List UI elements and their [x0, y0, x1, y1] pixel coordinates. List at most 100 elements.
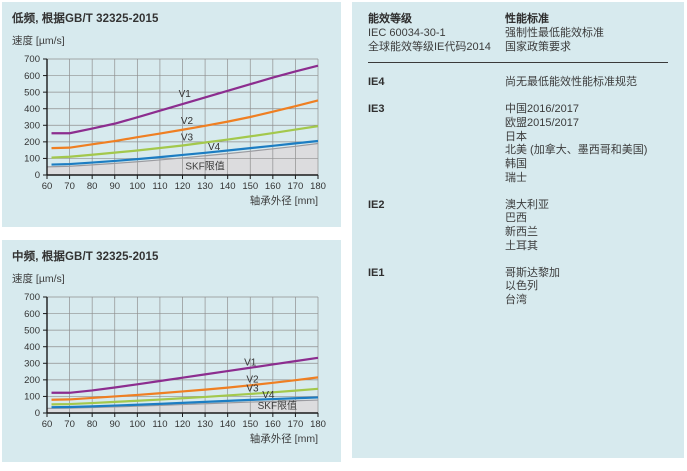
x-tick-label: 80: [87, 181, 98, 192]
x-tick-label: 90: [109, 181, 120, 192]
x-tick-label: 180: [310, 181, 326, 192]
efficiency-grade: IE4: [368, 76, 385, 89]
x-tick-label: 100: [129, 419, 145, 430]
y-tick-label: 600: [24, 71, 40, 82]
series-line-v1: [51, 64, 319, 135]
y-tick-label: 100: [24, 392, 40, 403]
x-tick-label: 90: [109, 419, 120, 430]
table-header-separator: [368, 62, 668, 64]
x-tick-label: 80: [87, 419, 98, 430]
series-line-v1: [51, 356, 319, 394]
region-item: 以色列: [505, 280, 538, 293]
series-label-v3: V3: [181, 133, 194, 144]
x-tick-label: 70: [64, 419, 75, 430]
header-national-policy: 国家政策要求: [505, 40, 571, 53]
x-tick-label: 130: [197, 419, 213, 430]
x-tick-label: 180: [310, 419, 326, 430]
x-tick-label: 150: [242, 419, 258, 430]
y-tick-label: 300: [24, 358, 40, 369]
x-tick-label: 100: [129, 181, 145, 192]
skf-limit-line: [46, 142, 319, 168]
efficiency-regions: 澳大利亚 巴西 新西兰 土耳其: [505, 199, 668, 254]
series-label-v4: V4: [208, 142, 221, 153]
x-tick-label: 60: [42, 181, 53, 192]
x-axis-label: 轴承外径 [mm]: [250, 194, 318, 207]
efficiency-grade: IE3: [368, 103, 385, 115]
x-tick-label: 140: [220, 419, 236, 430]
x-tick-label: 70: [64, 181, 75, 192]
region-item: 欧盟2015/2017: [505, 116, 579, 129]
region-item: 尚无最低能效性能标准规范: [505, 76, 637, 89]
region-item: 土耳其: [505, 239, 538, 252]
efficiency-regions: 尚无最低能效性能标准规范: [505, 76, 668, 90]
header-mandatory-minimum: 强制性最低能效标准: [505, 26, 604, 39]
series-label-v2: V2: [181, 116, 194, 127]
header-efficiency-class: 能效等级: [368, 13, 412, 25]
series-label-v1: V1: [179, 89, 192, 100]
series-label-v1: V1: [244, 357, 257, 368]
region-item: 巴西: [505, 212, 527, 225]
x-tick-label: 120: [175, 181, 191, 192]
y-tick-label: 500: [24, 325, 40, 336]
series-line-v4: [51, 396, 319, 409]
region-item: 中国2016/2017: [505, 103, 579, 115]
x-tick-label: 160: [265, 419, 281, 430]
efficiency-row-ie3: IE3 中国2016/2017 欧盟2015/2017 日本 北美 (加拿大、墨西哥和美…: [368, 103, 668, 186]
y-tick-label: 200: [24, 375, 40, 386]
series-line-v3: [51, 125, 319, 159]
y-tick-label: 400: [24, 104, 40, 115]
efficiency-row-ie1: IE1 哥斯达黎加 以色列 台湾: [368, 267, 668, 308]
series-line-v4: [51, 139, 319, 166]
y-tick-label: 700: [24, 54, 40, 65]
region-item: 瑞士: [505, 171, 527, 184]
x-tick-label: 110: [152, 181, 167, 192]
low-frequency-chart-panel: 低频, 根据GB/T 32325-2015 速度 [µm/s] V1 V2 V3 V4…: [2, 2, 341, 227]
table-header-col2: 性能标准 强制性最低能效标准 国家政策要求: [505, 13, 668, 54]
series-line-v3: [51, 387, 319, 406]
efficiency-grade: IE1: [368, 266, 385, 279]
x-tick-label: 150: [242, 181, 258, 192]
x-axis-label: 轴承外径 [mm]: [250, 432, 318, 445]
series-line-v2: [51, 99, 319, 150]
y-tick-label: 400: [24, 342, 40, 353]
series-line-v2: [51, 376, 319, 401]
x-tick-label: 120: [175, 419, 191, 430]
chart-title-mid: 中频, 根据GB/T 32325-2015: [12, 251, 159, 263]
y-tick-label: 300: [24, 120, 40, 131]
series-label-v3: V3: [246, 384, 259, 395]
y-tick-label: 200: [24, 137, 40, 148]
y-tick-label: 500: [24, 87, 40, 98]
efficiency-row-ie4: IE4 尚无最低能效性能标准规范: [368, 76, 668, 90]
x-tick-label: 110: [152, 419, 167, 430]
region-item: 台湾: [505, 294, 527, 306]
skf-limit-label: SKF限值: [185, 159, 224, 172]
x-tick-label: 170: [287, 419, 303, 430]
low-frequency-line-chart: V1 V2 V3 V4 SKF限值 0 100 200 300 400 500 600 700 60 70 8…: [24, 54, 326, 207]
chart-title-low: 低频, 根据GB/T 32325-2015: [12, 13, 159, 25]
medium-frequency-chart-panel: 中频, 根据GB/T 32325-2015 速度 [µm/s] V1 V2 V3 V4…: [2, 240, 341, 462]
region-item: 哥斯达黎加: [505, 266, 560, 279]
series-label-v4: V4: [262, 390, 275, 401]
region-item: 日本: [505, 130, 527, 143]
y-axis-unit-label-low: 速度 [µm/s]: [12, 35, 65, 47]
table-header: 能效等级 IEC 60034-30-1 全球能效等级IE代码2014 性能标准 …: [368, 13, 668, 54]
skf-limit-line: [46, 399, 319, 409]
header-performance-standard: 性能标准: [505, 13, 549, 25]
x-tick-label: 140: [220, 181, 236, 192]
x-tick-label: 130: [197, 181, 213, 192]
efficiency-row-ie2: IE2 澳大利亚 巴西 新西兰 土耳其: [368, 199, 668, 254]
y-axis-unit-label-mid: 速度 [µm/s]: [12, 273, 65, 285]
y-tick-label: 600: [24, 309, 40, 320]
region-item: 新西兰: [505, 226, 538, 238]
table-header-col1: 能效等级 IEC 60034-30-1 全球能效等级IE代码2014: [368, 13, 505, 54]
header-iec-standard: IEC 60034-30-1: [368, 26, 446, 39]
header-ie-code: 全球能效等级IE代码2014: [368, 40, 491, 53]
y-tick-label: 700: [24, 292, 40, 303]
efficiency-rows: IE4 尚无最低能效性能标准规范 IE3 中国2016/2017 欧盟2015/2017…: [368, 76, 668, 308]
region-item: 澳大利亚: [505, 198, 549, 211]
efficiency-grade: IE2: [368, 198, 385, 211]
y-tick-label: 0: [35, 408, 40, 419]
y-tick-label: 0: [35, 170, 40, 181]
x-tick-label: 160: [265, 181, 281, 192]
